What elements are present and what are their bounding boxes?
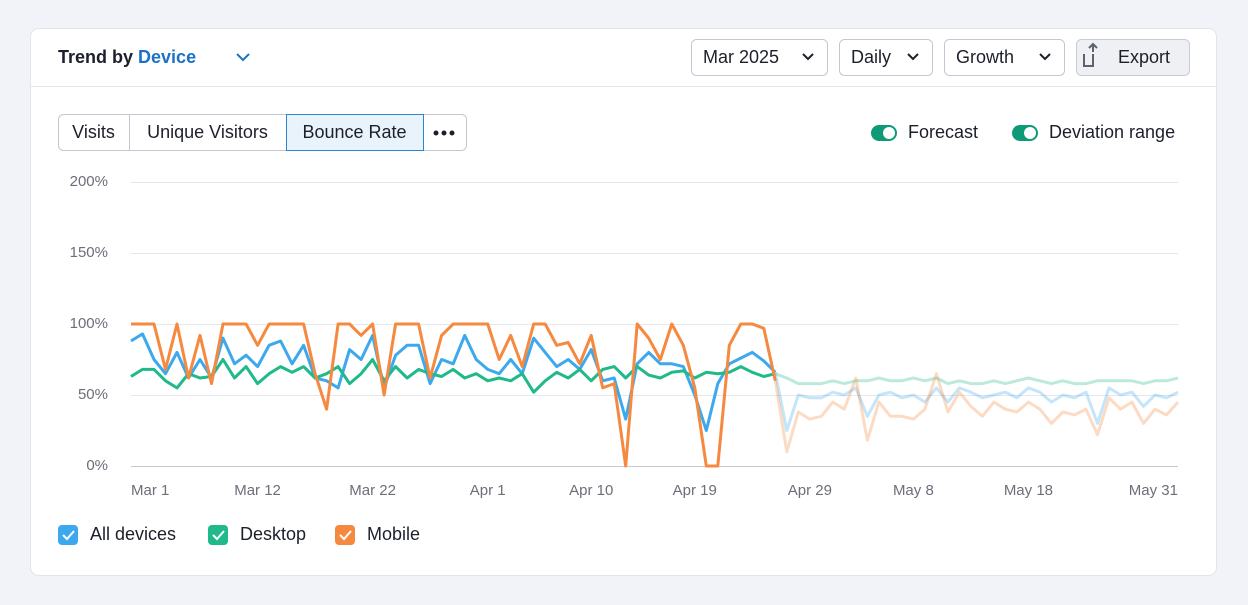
chevron — [802, 53, 814, 61]
title: Trend by Device — [58, 47, 196, 67]
x-tick-label: Mar 22 — [349, 482, 396, 499]
control-label: Daily — [851, 47, 891, 67]
more-dot — [449, 130, 455, 136]
y-tick-label: 100% — [70, 315, 108, 332]
control-label: Growth — [956, 47, 1014, 67]
forecast-line — [773, 372, 1179, 432]
chevron — [907, 53, 919, 61]
data-line — [131, 322, 777, 468]
control-button[interactable] — [691, 39, 828, 76]
data-line — [130, 358, 776, 394]
x-tick-label: May 8 — [893, 482, 934, 499]
x-tick-label: May 31 — [1129, 482, 1178, 499]
title-text: Trend by — [58, 47, 133, 67]
x-tick-label: Apr 29 — [788, 482, 832, 499]
x-tick-label: Mar 12 — [234, 482, 281, 499]
legend-checkbox[interactable] — [335, 525, 355, 545]
x-tick-label: Mar 1 — [131, 482, 169, 499]
legend-check — [339, 530, 352, 541]
legend-label: All devices — [90, 524, 176, 544]
legend-label: Mobile — [367, 524, 420, 544]
export-icon — [1083, 42, 1098, 67]
control-label: Mar 2025 — [703, 47, 779, 67]
more-dot — [441, 130, 447, 136]
x-tick-label: Apr 10 — [569, 482, 613, 499]
x-tick-label: May 18 — [1004, 482, 1053, 499]
toggle-label: Forecast — [908, 122, 978, 142]
dimension-chevron — [236, 53, 250, 62]
data-line — [130, 332, 777, 432]
chevron — [1039, 53, 1051, 61]
more-dot — [433, 130, 439, 136]
legend-checkbox[interactable] — [208, 525, 228, 545]
control-button[interactable] — [839, 39, 933, 76]
y-tick-label: 0% — [86, 457, 108, 474]
x-tick-label: Apr 1 — [470, 482, 506, 499]
toggle-knob — [1024, 127, 1036, 139]
legend-check — [62, 530, 75, 541]
toggle-knob — [883, 127, 895, 139]
dimension[interactable]: Device — [138, 47, 196, 67]
y-tick-label: 200% — [70, 173, 108, 190]
toggle-label: Deviation range — [1049, 122, 1175, 142]
tab-label[interactable]: Unique Visitors — [147, 122, 268, 142]
legend-checkbox[interactable] — [58, 525, 78, 545]
tab-label[interactable]: Bounce Rate — [302, 122, 406, 142]
control-button[interactable] — [1076, 39, 1190, 76]
x-tick-label: Apr 19 — [673, 482, 717, 499]
forecast-line — [774, 372, 1179, 386]
card — [30, 28, 1217, 576]
tab-selected — [286, 114, 424, 151]
forecast-line — [773, 372, 1180, 454]
control-label: Export — [1118, 47, 1170, 67]
tab-label[interactable]: Visits — [72, 122, 115, 142]
control-button[interactable] — [944, 39, 1065, 76]
y-tick-label: 150% — [70, 244, 108, 261]
legend-check — [212, 530, 225, 541]
legend-label: Desktop — [240, 524, 306, 544]
y-tick-label: 50% — [78, 386, 108, 403]
